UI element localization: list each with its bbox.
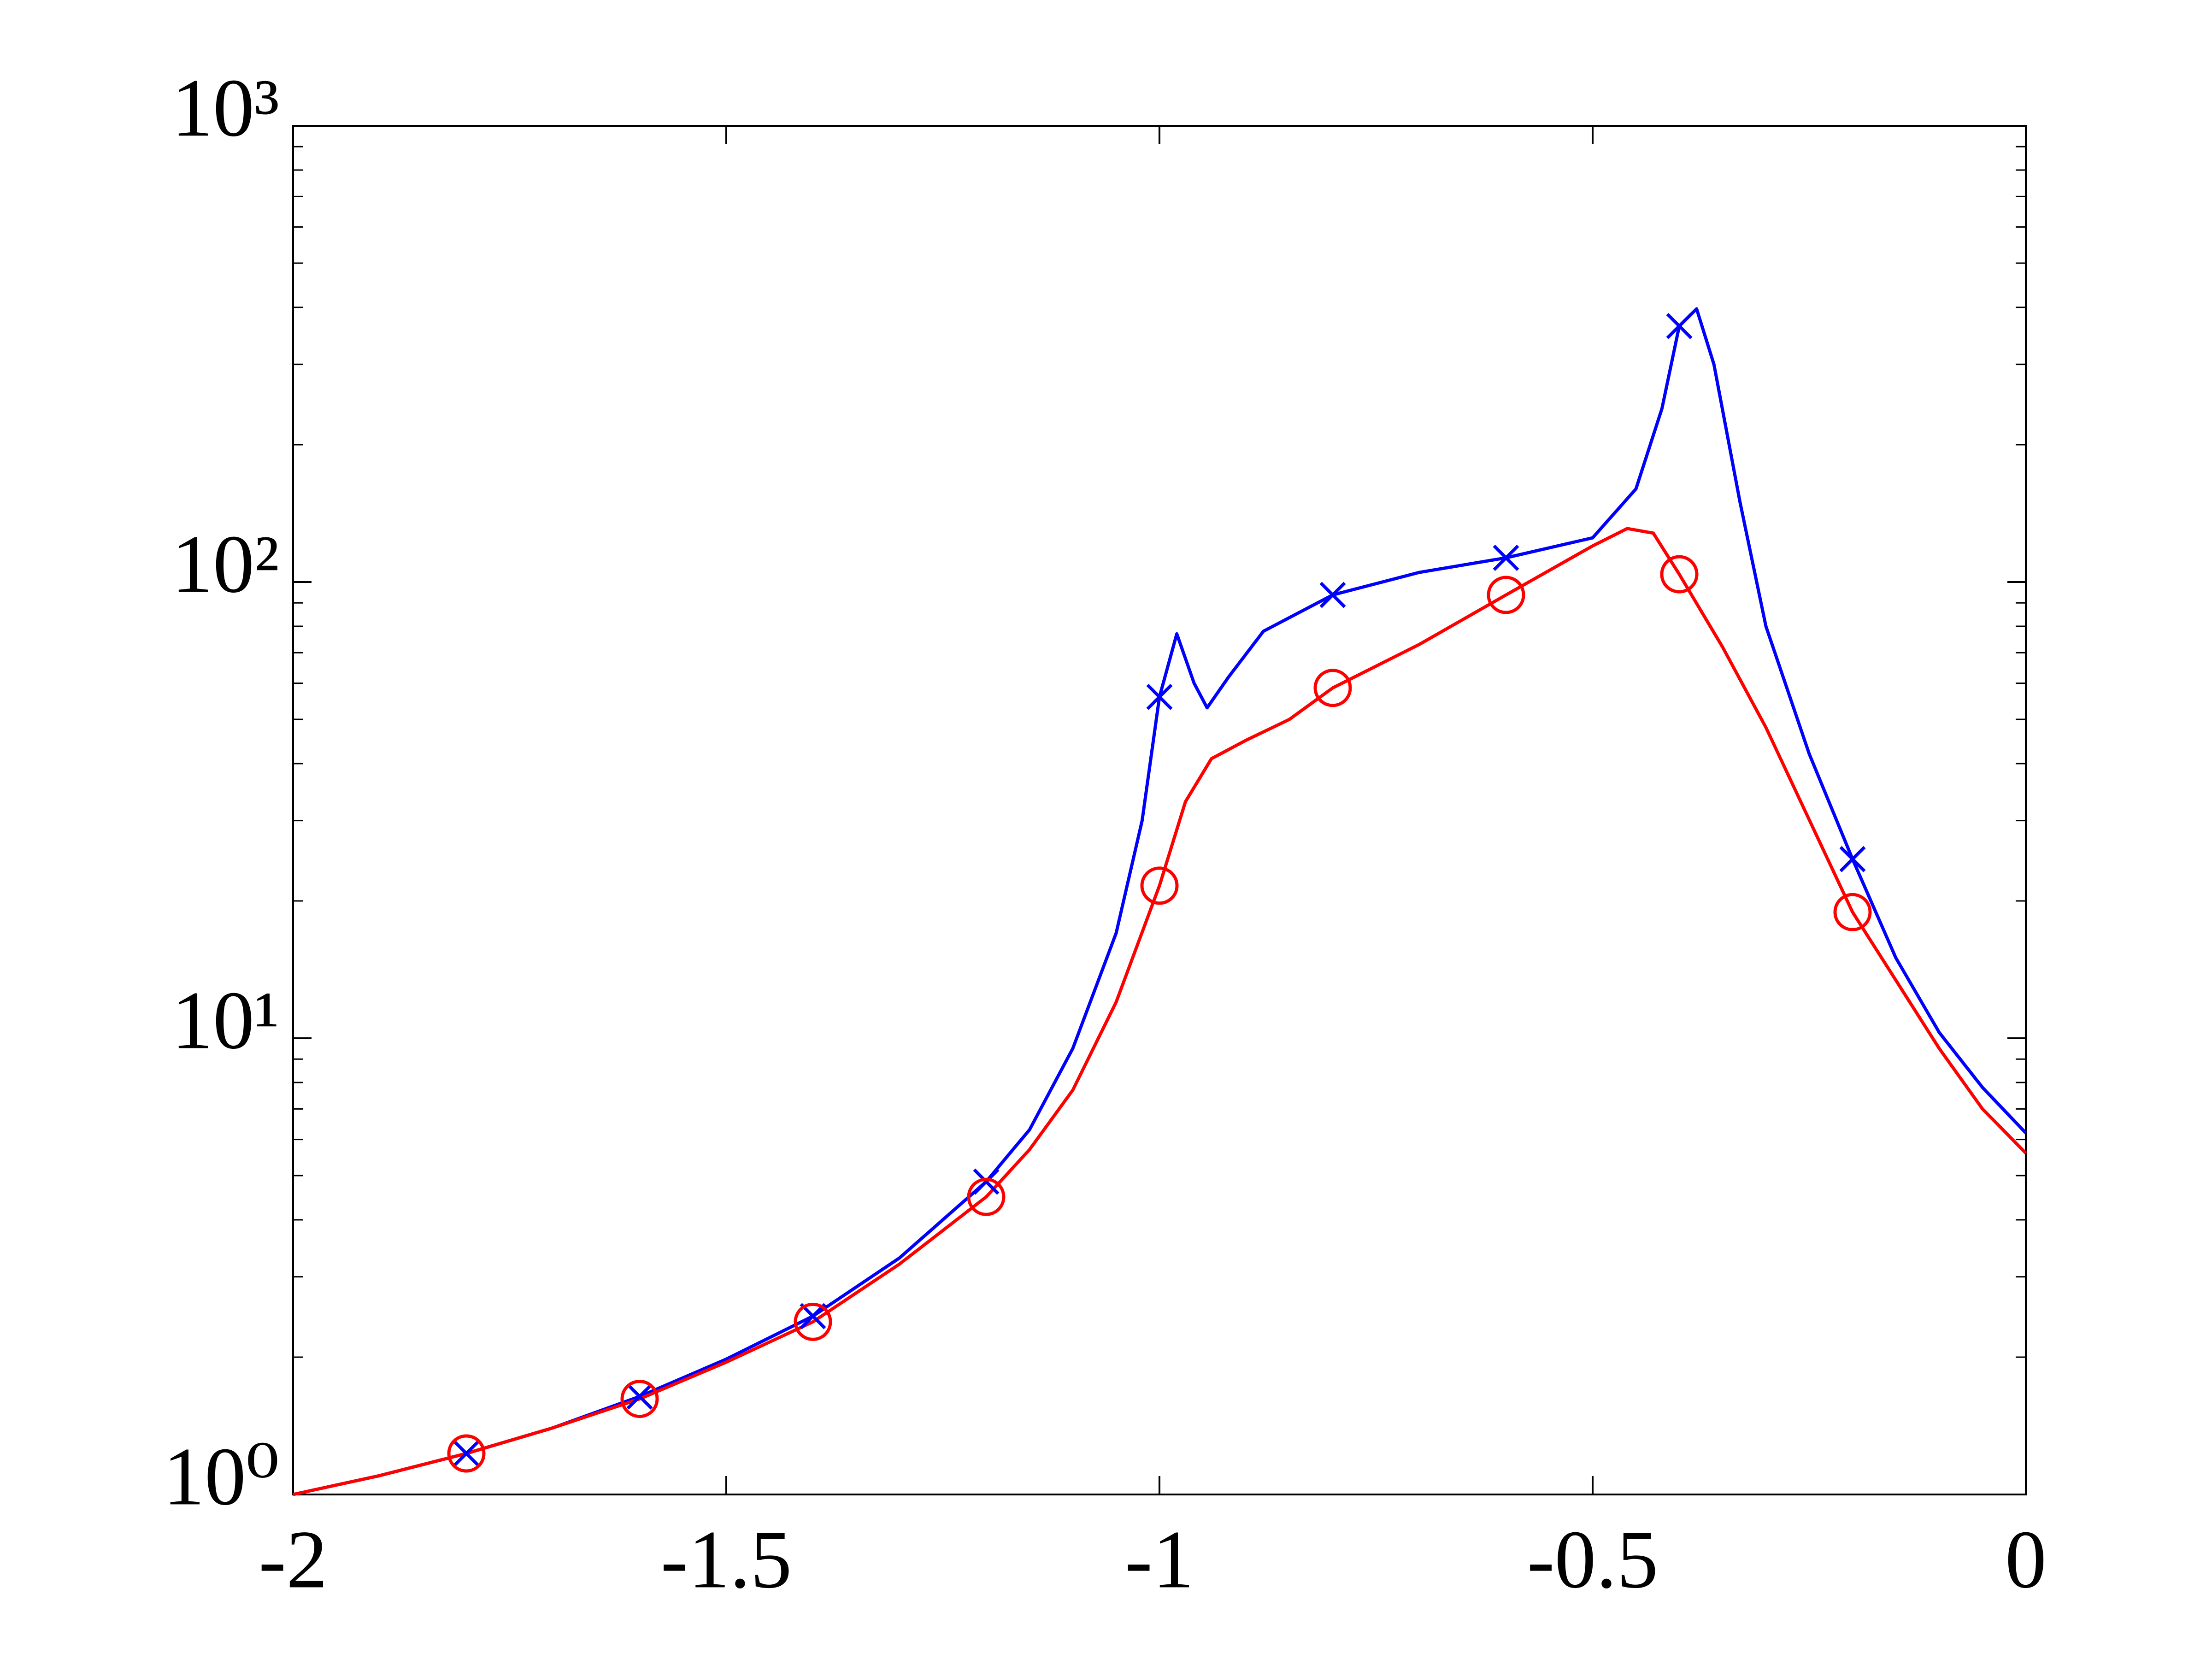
marker (967, 1177, 1006, 1216)
y-tick-label: 10³ (171, 62, 279, 153)
marker (1487, 576, 1525, 614)
x-tick-label: -0.5 (1527, 1513, 1659, 1605)
marker (1666, 313, 1693, 339)
marker (1140, 866, 1179, 905)
marker (794, 1302, 832, 1341)
y-tick-label: 10¹ (171, 974, 279, 1066)
x-tick-label: -1 (1125, 1513, 1194, 1605)
marker (620, 1380, 659, 1418)
y-tick-label: 10⁰ (163, 1430, 279, 1522)
marker (1660, 555, 1699, 594)
x-tick-label: -1.5 (661, 1513, 792, 1605)
line (293, 307, 2027, 1496)
marker (1146, 683, 1173, 710)
marker (973, 1168, 1000, 1195)
marker (626, 1383, 653, 1410)
marker (1319, 582, 1346, 608)
marker (1493, 544, 1519, 571)
y-tick-label: 10² (171, 518, 279, 610)
marker (447, 1434, 486, 1473)
marker (1833, 893, 1872, 931)
marker (800, 1303, 826, 1330)
x-tick-label: -2 (259, 1513, 328, 1605)
marker (453, 1440, 480, 1467)
marker (1839, 846, 1866, 872)
x-tick-label: 0 (2005, 1513, 2047, 1605)
line (293, 527, 2027, 1496)
marker (1313, 669, 1352, 707)
